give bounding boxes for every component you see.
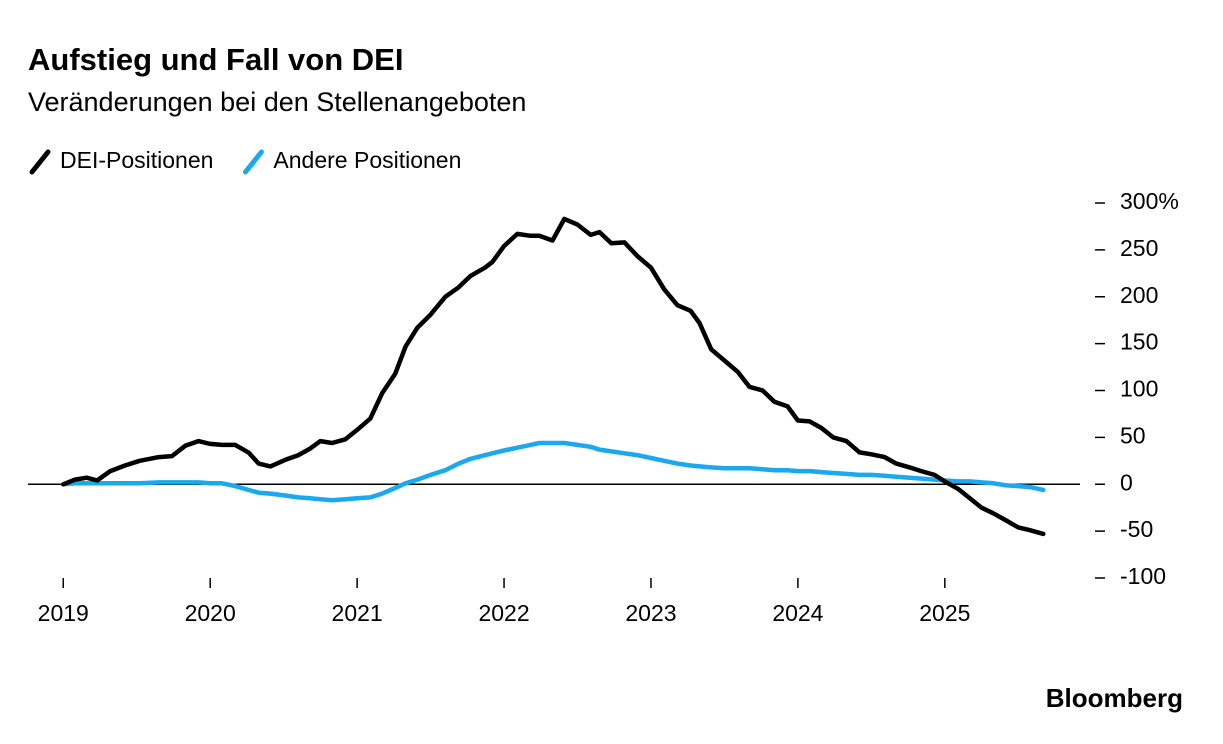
source-logo: Bloomberg <box>1046 683 1183 713</box>
chart-title: Aufstieg und Fall von DEI <box>28 42 403 77</box>
legend-label: Andere Positionen <box>273 147 461 173</box>
y-tick-label: -100 <box>1120 563 1166 589</box>
y-tick-label: 0 <box>1120 469 1133 495</box>
x-tick-label: 2023 <box>625 600 676 626</box>
y-tick-label: -50 <box>1120 516 1153 542</box>
legend-swatch <box>29 149 51 175</box>
y-tick-label: 150 <box>1120 329 1158 355</box>
x-tick-label: 2025 <box>919 600 970 626</box>
x-tick-label: 2020 <box>185 600 236 626</box>
y-tick-label: 300% <box>1120 188 1179 214</box>
x-tick-label: 2021 <box>332 600 383 626</box>
series-line <box>61 216 1046 537</box>
legend-label: DEI-Positionen <box>60 147 213 173</box>
x-tick-label: 2019 <box>38 600 89 626</box>
chart-subtitle: Veränderungen bei den Stellenangeboten <box>28 87 526 117</box>
y-tick-label: 50 <box>1120 422 1146 448</box>
x-tick-label: 2022 <box>478 600 529 626</box>
x-tick-label: 2024 <box>772 600 823 626</box>
y-tick-label: 100 <box>1120 376 1158 402</box>
legend-swatch <box>242 149 264 175</box>
y-tick-label: 250 <box>1120 235 1158 261</box>
series-line <box>61 440 1046 503</box>
y-tick-label: 200 <box>1120 282 1158 308</box>
